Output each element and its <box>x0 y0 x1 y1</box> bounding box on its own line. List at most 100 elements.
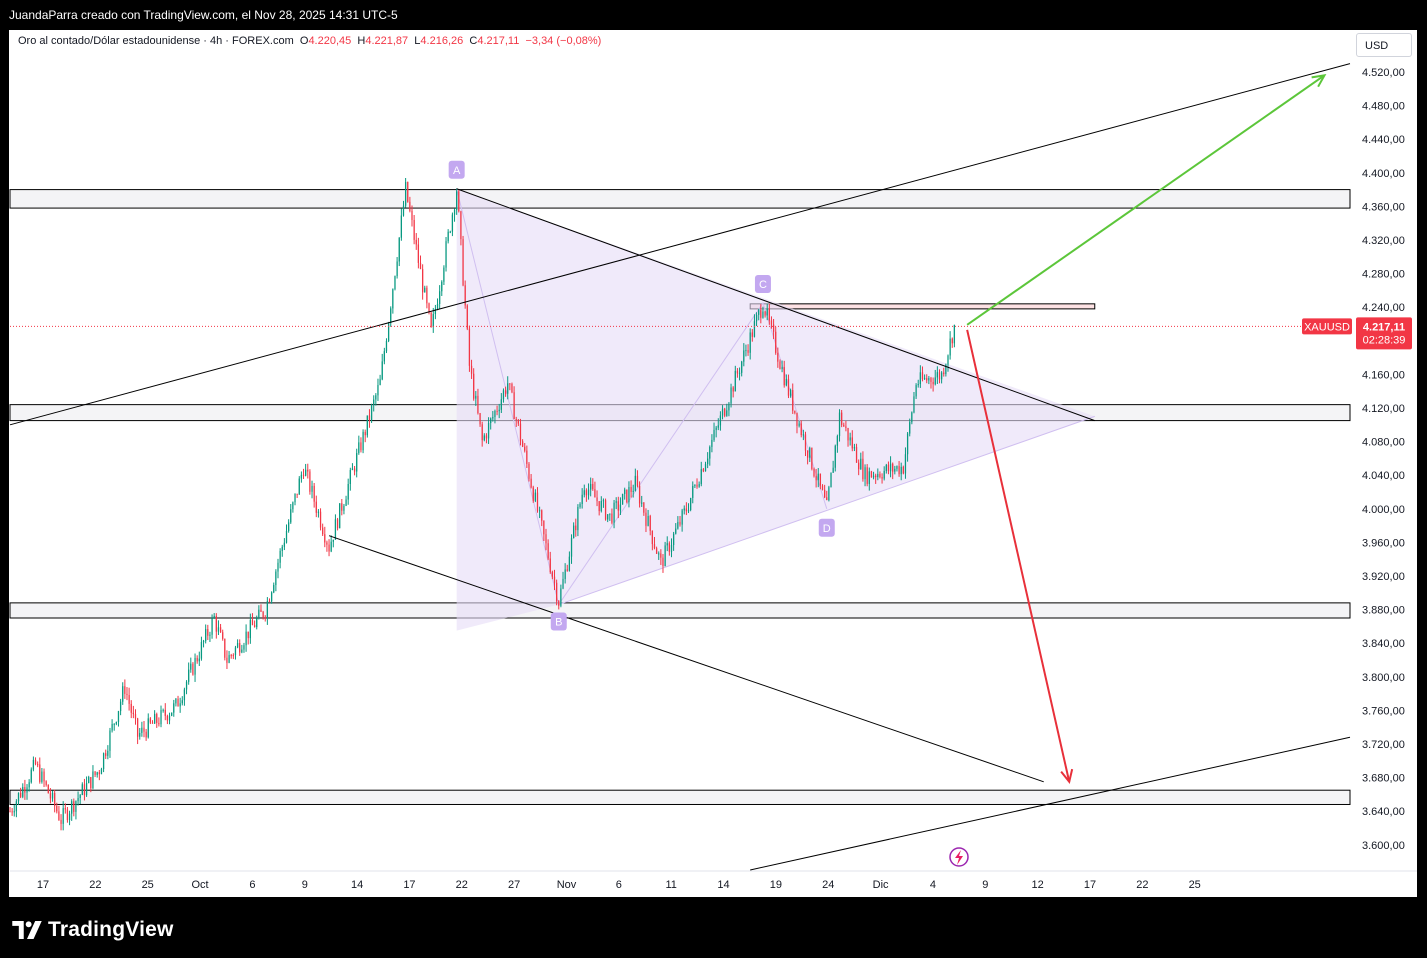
flash-icon[interactable] <box>949 847 969 867</box>
support-resistance-zone <box>9 602 1351 619</box>
candle-body <box>911 412 913 423</box>
candle <box>411 205 413 227</box>
candle <box>328 539 330 557</box>
candle <box>202 639 205 648</box>
time-tick-label: 9 <box>982 879 988 891</box>
candle-body <box>766 308 768 316</box>
candle-body <box>213 615 215 619</box>
candle-body <box>305 469 307 476</box>
candle-body <box>532 487 534 501</box>
price-axis: 4.560,004.520,004.480,004.440,004.400,00… <box>1362 33 1405 851</box>
candle <box>662 554 664 573</box>
candle <box>134 709 137 725</box>
candle <box>938 369 941 384</box>
candle <box>226 650 228 669</box>
candle-body <box>579 503 581 508</box>
candle <box>832 460 834 473</box>
candle <box>621 493 624 505</box>
candle <box>115 721 117 726</box>
candle <box>804 431 807 457</box>
candle <box>302 468 305 479</box>
candle-body <box>732 387 734 392</box>
candle-body <box>487 423 490 439</box>
candle-body <box>328 544 330 552</box>
candle-body <box>281 546 283 551</box>
candle <box>426 285 428 309</box>
candle-body <box>685 508 688 512</box>
candle-body <box>241 649 243 653</box>
candle <box>660 549 662 565</box>
candle-body <box>192 663 194 675</box>
candle <box>305 463 307 477</box>
tradingview-logo[interactable]: TradingView <box>12 918 174 942</box>
candle <box>217 620 220 636</box>
candle <box>349 467 351 491</box>
price-tick-label: 4.120,00 <box>1362 403 1405 415</box>
candle <box>881 473 883 484</box>
candle-body <box>845 426 847 428</box>
candle <box>34 757 37 766</box>
candle-body <box>122 686 124 702</box>
candle-body <box>775 331 777 353</box>
candle-body <box>664 545 666 567</box>
candle <box>511 382 513 394</box>
candle-body <box>396 261 398 277</box>
down-arrowhead <box>1060 768 1074 785</box>
candle <box>281 544 283 557</box>
candle-body <box>513 392 515 420</box>
candle <box>485 433 488 444</box>
candle-body <box>660 553 662 558</box>
candle-body <box>279 550 281 563</box>
candle <box>630 480 632 498</box>
candle-body <box>415 239 417 245</box>
candle <box>251 613 254 626</box>
trend-lines <box>9 63 1351 871</box>
candle <box>262 610 264 620</box>
candle-body <box>940 372 943 380</box>
candle-body <box>73 801 75 812</box>
candle <box>570 534 573 564</box>
candle-body <box>892 463 894 472</box>
candle-body <box>862 458 864 480</box>
candle-body <box>251 620 254 626</box>
candle-body <box>666 543 668 546</box>
candle <box>147 713 149 739</box>
candle <box>624 487 626 500</box>
candle <box>245 624 247 652</box>
candle-body <box>821 485 824 490</box>
candle-body <box>704 464 707 472</box>
candle-body <box>147 718 149 738</box>
candle-body <box>828 487 830 501</box>
candle <box>177 695 179 707</box>
candle-body <box>479 413 481 425</box>
candle-body <box>347 483 349 500</box>
candle-body <box>696 484 698 487</box>
candle-body <box>868 471 870 484</box>
candle-body <box>39 764 41 782</box>
attribution-text: JuandaParra creado con TradingView.com, … <box>9 8 398 22</box>
candle-body <box>341 503 343 511</box>
candle <box>468 325 471 372</box>
price-tick-label: 4.520,00 <box>1362 67 1405 79</box>
candle <box>577 504 579 537</box>
candle <box>609 513 611 521</box>
candle-body <box>611 513 613 523</box>
candle-body <box>428 303 430 313</box>
currency-button[interactable]: USD <box>1356 33 1412 57</box>
candle <box>604 498 607 521</box>
price-tick-label: 3.960,00 <box>1362 537 1405 549</box>
candle <box>743 343 745 367</box>
candle-body <box>111 724 113 731</box>
candle-body <box>373 399 375 406</box>
candle-body <box>517 419 519 424</box>
candle-body <box>130 703 132 713</box>
legend-open-label: O <box>299 35 309 47</box>
candle <box>464 280 466 309</box>
candle-body <box>647 515 649 526</box>
candle <box>917 379 919 388</box>
candle-body <box>683 508 685 511</box>
candle <box>483 433 485 442</box>
candle <box>532 485 534 503</box>
candle-body <box>751 332 753 337</box>
